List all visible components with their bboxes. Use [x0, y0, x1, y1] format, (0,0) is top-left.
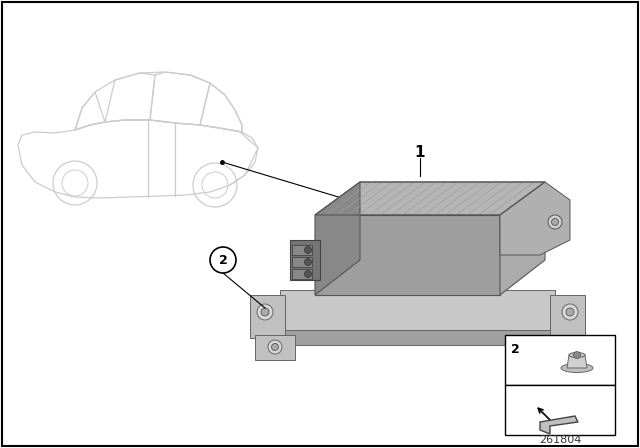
Circle shape: [548, 215, 562, 229]
Ellipse shape: [569, 353, 585, 358]
Circle shape: [210, 247, 236, 273]
Text: 2: 2: [511, 343, 520, 356]
Polygon shape: [250, 295, 285, 338]
Polygon shape: [550, 295, 585, 338]
Circle shape: [305, 246, 312, 254]
Bar: [505, 385, 615, 435]
Circle shape: [261, 308, 269, 316]
Circle shape: [268, 340, 282, 354]
Circle shape: [257, 304, 273, 320]
Circle shape: [573, 352, 580, 358]
Polygon shape: [315, 182, 545, 215]
Polygon shape: [540, 335, 580, 360]
Polygon shape: [315, 215, 500, 295]
Bar: [505, 335, 615, 385]
Circle shape: [271, 344, 278, 350]
Text: 261804: 261804: [539, 435, 581, 445]
Ellipse shape: [561, 363, 593, 372]
Polygon shape: [540, 416, 578, 434]
Bar: [292, 257, 312, 267]
Polygon shape: [567, 355, 587, 368]
Polygon shape: [500, 182, 545, 295]
Bar: [292, 245, 312, 255]
Circle shape: [552, 219, 559, 225]
Text: 2: 2: [219, 254, 227, 267]
Circle shape: [553, 340, 567, 354]
Circle shape: [562, 304, 578, 320]
Polygon shape: [255, 335, 295, 360]
Circle shape: [566, 308, 574, 316]
Polygon shape: [280, 290, 555, 330]
Polygon shape: [290, 240, 320, 280]
Circle shape: [557, 344, 563, 350]
Polygon shape: [315, 182, 360, 295]
Bar: [292, 269, 312, 279]
Text: 1: 1: [415, 145, 425, 159]
Circle shape: [305, 271, 312, 277]
Circle shape: [305, 258, 312, 266]
Polygon shape: [280, 330, 555, 345]
Polygon shape: [500, 182, 570, 255]
